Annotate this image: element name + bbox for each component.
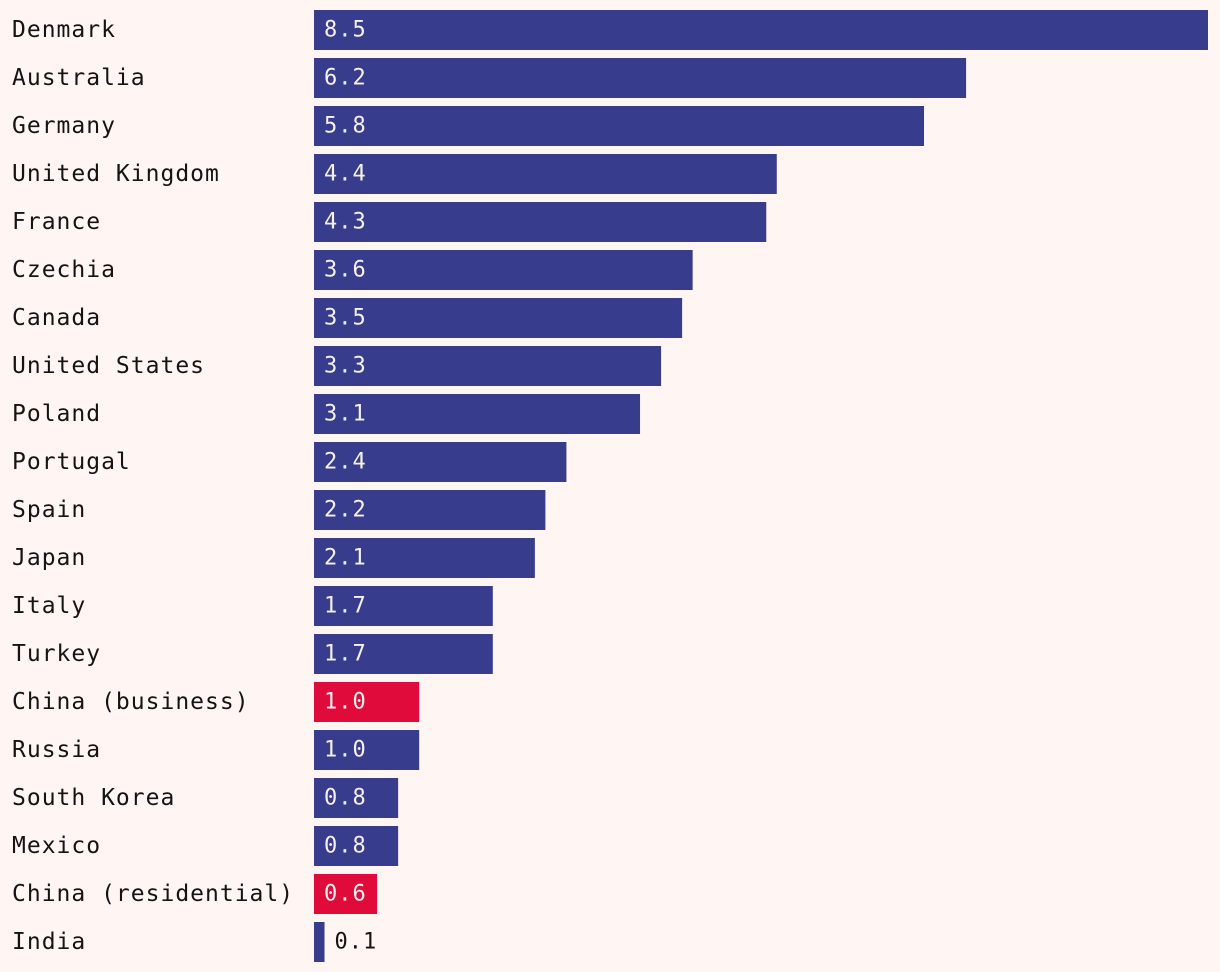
- category-label-italy: Italy: [12, 593, 86, 619]
- value-label-portugal: 2.4: [324, 450, 367, 475]
- value-label-china-business: 1.0: [324, 690, 367, 715]
- value-label-france: 4.3: [324, 210, 367, 235]
- bar-portugal: [314, 442, 567, 482]
- bar-united-states: [314, 346, 662, 386]
- category-label-australia: Australia: [12, 65, 146, 91]
- bar-italy: [314, 586, 493, 626]
- value-label-germany: 5.8: [324, 114, 367, 139]
- category-label-poland: Poland: [12, 401, 101, 427]
- category-label-china-residential: China (residential): [12, 881, 294, 907]
- bar-south-korea: [314, 778, 399, 818]
- value-label-italy: 1.7: [324, 594, 367, 619]
- value-label-czechia: 3.6: [324, 258, 367, 283]
- category-label-portugal: Portugal: [12, 449, 131, 475]
- category-label-canada: Canada: [12, 305, 101, 331]
- value-label-india: 0.1: [335, 930, 378, 955]
- value-label-australia: 6.2: [324, 66, 367, 91]
- bar-mexico: [314, 826, 399, 866]
- category-label-france: France: [12, 209, 101, 235]
- value-label-poland: 3.1: [324, 402, 367, 427]
- bar-denmark: [314, 10, 1208, 50]
- value-label-united-kingdom: 4.4: [324, 162, 367, 187]
- value-label-spain: 2.2: [324, 498, 367, 523]
- category-label-south-korea: South Korea: [12, 785, 175, 811]
- category-label-united-states: United States: [12, 353, 205, 379]
- category-label-india: India: [12, 929, 86, 955]
- bar-poland: [314, 394, 641, 434]
- category-label-japan: Japan: [12, 545, 86, 571]
- bar-germany: [314, 106, 925, 146]
- value-label-canada: 3.5: [324, 306, 367, 331]
- value-label-china-residential: 0.6: [324, 882, 367, 907]
- bar-china-residential: [314, 874, 378, 914]
- bar-canada: [314, 298, 683, 338]
- value-label-japan: 2.1: [324, 546, 367, 571]
- category-label-russia: Russia: [12, 737, 101, 763]
- value-label-denmark: 8.5: [324, 18, 367, 43]
- bar-australia: [314, 58, 967, 98]
- value-label-russia: 1.0: [324, 738, 367, 763]
- value-label-united-states: 3.3: [324, 354, 367, 379]
- category-label-china-business: China (business): [12, 689, 250, 715]
- bar-japan: [314, 538, 535, 578]
- bar-turkey: [314, 634, 493, 674]
- bar-united-kingdom: [314, 154, 777, 194]
- category-label-turkey: Turkey: [12, 641, 101, 667]
- bar-russia: [314, 730, 420, 770]
- bar-india: [314, 922, 325, 962]
- category-label-denmark: Denmark: [12, 17, 116, 43]
- category-label-united-kingdom: United Kingdom: [12, 161, 220, 187]
- category-label-germany: Germany: [12, 113, 116, 139]
- category-label-czechia: Czechia: [12, 257, 116, 283]
- category-label-spain: Spain: [12, 497, 86, 523]
- bar-czechia: [314, 250, 693, 290]
- bar-china-business: [314, 682, 420, 722]
- value-label-turkey: 1.7: [324, 642, 367, 667]
- bars: [314, 10, 1208, 962]
- category-labels: Denmark Australia Germany United Kingdom Fra…: [12, 17, 294, 955]
- value-label-south-korea: 0.8: [324, 786, 367, 811]
- bar-spain: [314, 490, 546, 530]
- value-labels: 8.5 6.2 5.8 4.4 4.3 3.6 3.5 3.3 3.1 2.4 2.2 2.1 1.7 1…: [324, 18, 378, 955]
- category-label-mexico: Mexico: [12, 833, 101, 859]
- bar-france: [314, 202, 767, 242]
- value-label-mexico: 0.8: [324, 834, 367, 859]
